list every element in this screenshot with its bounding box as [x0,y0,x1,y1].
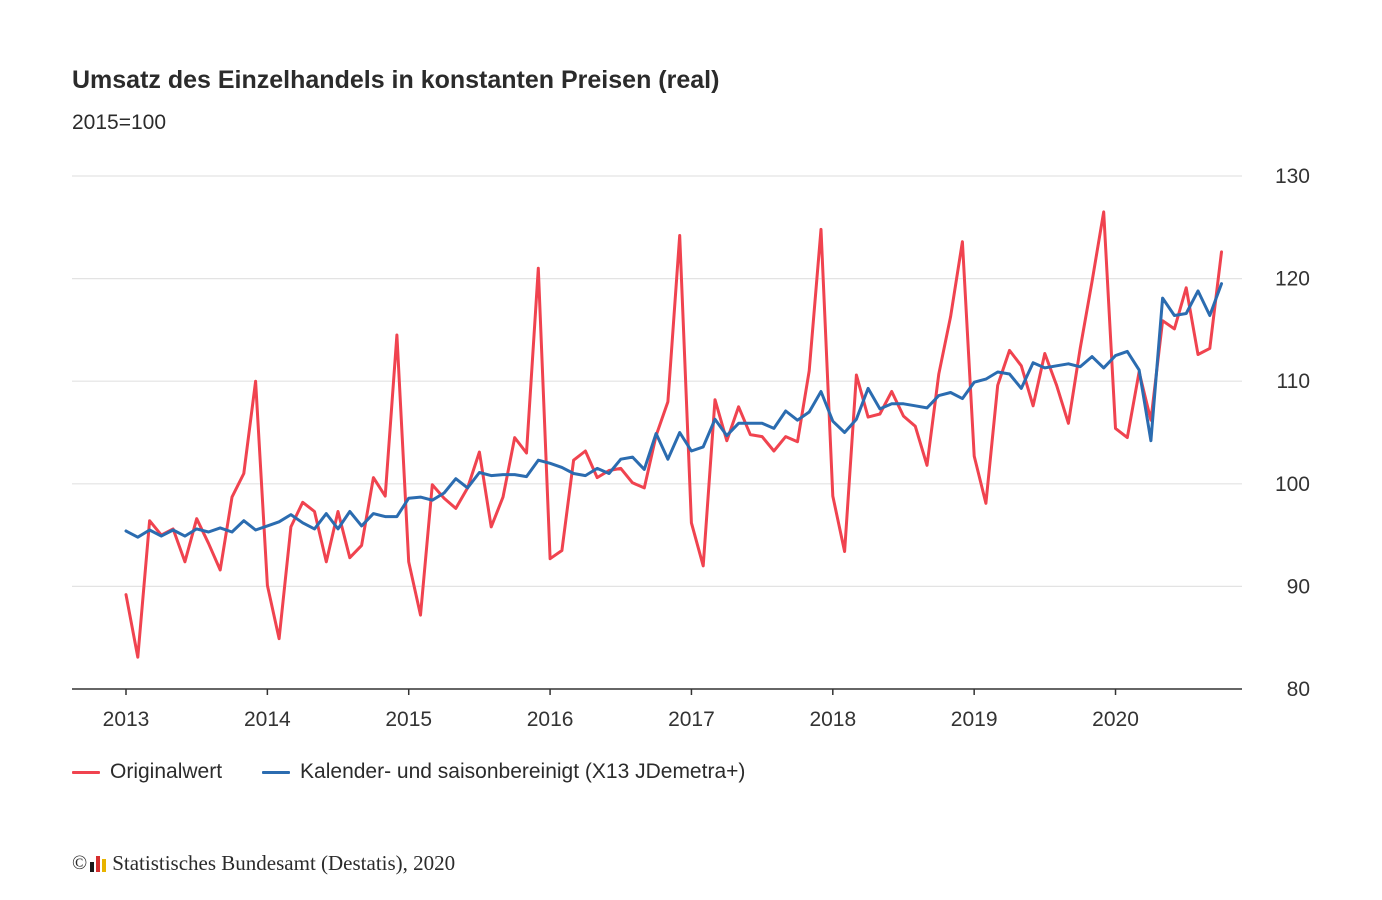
legend-label: Kalender- und saisonbereinigt (X13 JDeme… [300,760,746,783]
legend-label: Originalwert [110,760,223,783]
source-footer: © Statistisches Bundesamt (Destatis), 20… [72,851,455,876]
y-tick-label: 110 [1277,370,1310,393]
x-tick-label: 2014 [244,708,291,731]
destatis-logo-icon [90,855,107,872]
legend-swatch-red [72,770,100,774]
x-tick-label: 2017 [668,708,715,731]
legend: Originalwert Kalender- und saisonbereini… [72,760,785,784]
legend-item-originalwert[interactable]: Originalwert [72,760,222,784]
y-tick-label: 120 [1275,268,1310,291]
y-tick-label: 130 [1275,165,1310,188]
axes: 80 90 100 110 120 130 2013 2014 2015 2016 2017 2018… [72,165,1310,731]
chart-title: Umsatz des Einzelhandels in konstanten P… [72,66,720,94]
y-tick-label: 80 [1287,678,1310,701]
legend-item-adjusted[interactable]: Kalender- und saisonbereinigt (X13 JDeme… [262,760,745,784]
gridlines [72,175,1242,588]
source-text: Statistisches Bundesamt (Destatis), 2020 [112,851,456,875]
x-tick-label: 2018 [809,708,856,731]
x-tick-label: 2015 [385,708,432,731]
x-tick-label: 2019 [951,708,998,731]
x-tick-label: 2016 [527,708,574,731]
series-lines [124,210,1223,659]
x-tick-label: 2020 [1092,708,1139,731]
chart-subtitle: 2015=100 [72,111,167,134]
logo-bar [102,858,107,872]
series-line-originalwert[interactable] [124,210,1223,659]
y-tick-label: 100 [1275,473,1310,496]
logo-bar [90,861,95,872]
y-tick-label: 90 [1287,575,1310,598]
x-tick-label: 2013 [103,708,150,731]
legend-swatch-blue [262,770,291,774]
copyright-icon: © [72,852,88,874]
logo-bar [96,855,101,872]
series-line-adjusted[interactable] [124,282,1223,539]
